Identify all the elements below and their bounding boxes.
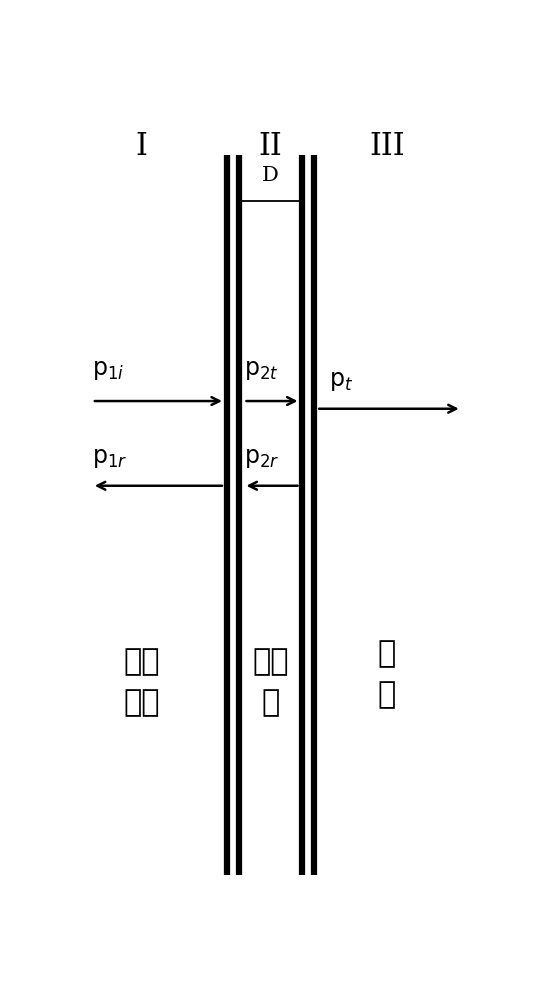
Text: 空
气: 空 气 [378,640,396,709]
Text: I: I [136,131,148,162]
Text: $\mathrm{p}_{1i}$: $\mathrm{p}_{1i}$ [92,358,124,382]
Text: III: III [369,131,405,162]
Text: $\mathrm{p}_{1r}$: $\mathrm{p}_{1r}$ [92,446,128,470]
Text: $\mathrm{p}_{2t}$: $\mathrm{p}_{2t}$ [243,358,278,382]
Text: D: D [262,166,279,185]
Text: II: II [259,131,282,162]
Text: 变压
器油: 变压 器油 [123,647,160,717]
Text: $\mathrm{p}_{2r}$: $\mathrm{p}_{2r}$ [243,446,279,470]
Text: 油箱
壁: 油箱 壁 [252,647,289,717]
Text: $\mathrm{p}_{t}$: $\mathrm{p}_{t}$ [329,369,353,393]
